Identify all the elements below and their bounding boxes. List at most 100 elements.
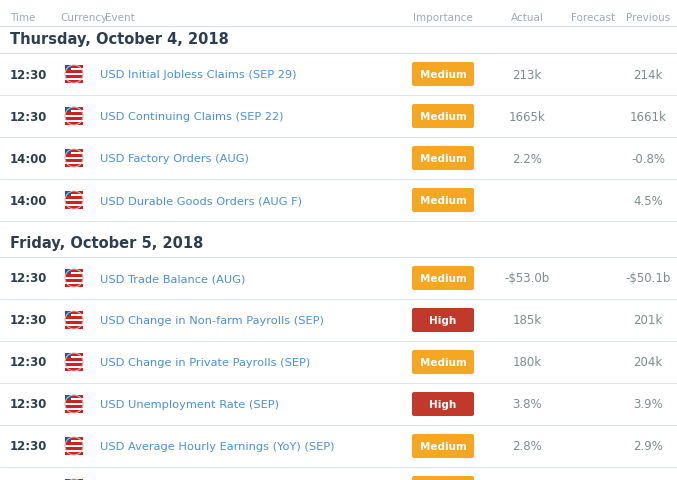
Text: 2.9%: 2.9%	[633, 440, 663, 453]
Bar	[65, 366, 83, 369]
Text: 214k: 214k	[633, 68, 663, 81]
Text: 12:30: 12:30	[10, 397, 47, 411]
Text: Time: Time	[10, 13, 35, 23]
Text: Medium: Medium	[420, 154, 466, 164]
Text: USD Change in Private Payrolls (SEP): USD Change in Private Payrolls (SEP)	[100, 357, 310, 367]
Bar	[65, 110, 83, 113]
Bar	[65, 410, 83, 413]
Bar	[65, 192, 70, 197]
Bar	[65, 353, 83, 356]
Text: 180k: 180k	[512, 356, 542, 369]
Bar	[65, 322, 83, 324]
Text: 12:30: 12:30	[10, 356, 47, 369]
Bar	[65, 73, 83, 76]
Text: 14:00: 14:00	[10, 194, 47, 207]
FancyBboxPatch shape	[412, 63, 474, 87]
Bar	[65, 275, 83, 277]
Bar	[65, 66, 70, 71]
Bar	[65, 155, 83, 157]
Circle shape	[65, 395, 83, 413]
Text: 1665k: 1665k	[508, 110, 546, 123]
Bar	[65, 450, 83, 453]
Text: USD Factory Orders (AUG): USD Factory Orders (AUG)	[100, 154, 249, 164]
Bar	[65, 160, 83, 163]
Text: Event: Event	[105, 13, 135, 23]
FancyBboxPatch shape	[412, 105, 474, 129]
Bar	[65, 108, 83, 110]
Text: 12:30: 12:30	[10, 272, 47, 285]
Text: Medium: Medium	[420, 195, 466, 205]
Bar	[65, 192, 83, 194]
Bar	[65, 157, 83, 160]
Text: -0.8%: -0.8%	[631, 152, 665, 165]
Bar	[65, 356, 83, 359]
Text: 185k: 185k	[512, 314, 542, 327]
Bar	[65, 79, 83, 81]
Circle shape	[65, 66, 83, 84]
Bar	[65, 113, 83, 116]
Bar	[65, 398, 83, 400]
Bar	[65, 71, 83, 73]
Bar	[65, 150, 83, 152]
FancyBboxPatch shape	[412, 434, 474, 458]
Text: USD Initial Jobless Claims (SEP 29): USD Initial Jobless Claims (SEP 29)	[100, 70, 297, 80]
Text: Thursday, October 4, 2018: Thursday, October 4, 2018	[10, 32, 229, 47]
FancyBboxPatch shape	[412, 266, 474, 290]
Bar	[65, 479, 70, 480]
Bar	[65, 324, 83, 327]
Bar	[65, 118, 83, 120]
Bar	[65, 277, 83, 280]
Bar	[65, 369, 83, 371]
FancyBboxPatch shape	[412, 476, 474, 480]
Bar	[65, 406, 83, 408]
Bar	[65, 353, 70, 359]
Bar	[65, 408, 83, 410]
Text: Friday, October 5, 2018: Friday, October 5, 2018	[10, 236, 203, 251]
Text: 2.8%: 2.8%	[512, 440, 542, 453]
Bar	[65, 403, 83, 406]
Text: USD Durable Goods Orders (AUG F): USD Durable Goods Orders (AUG F)	[100, 195, 302, 205]
Bar	[65, 312, 83, 314]
Text: Medium: Medium	[420, 112, 466, 122]
Bar	[65, 316, 83, 319]
Text: Medium: Medium	[420, 357, 466, 367]
Bar	[65, 76, 83, 79]
Text: 12:30: 12:30	[10, 440, 47, 453]
Text: 14:00: 14:00	[10, 152, 47, 165]
FancyBboxPatch shape	[412, 147, 474, 171]
Bar	[65, 120, 83, 123]
Bar	[65, 199, 83, 202]
Bar	[65, 202, 83, 204]
Bar	[65, 108, 70, 113]
Text: USD Unemployment Rate (SEP): USD Unemployment Rate (SEP)	[100, 399, 279, 409]
Text: 3.9%: 3.9%	[633, 397, 663, 411]
Bar	[65, 163, 83, 165]
Text: 4.5%: 4.5%	[633, 194, 663, 207]
Circle shape	[65, 150, 83, 168]
Text: Medium: Medium	[420, 70, 466, 80]
Text: 201k: 201k	[634, 314, 663, 327]
Text: High: High	[429, 315, 456, 325]
FancyBboxPatch shape	[412, 350, 474, 374]
Text: 3.8%: 3.8%	[512, 397, 542, 411]
Text: 12:30: 12:30	[10, 110, 47, 123]
Text: -$53.0b: -$53.0b	[504, 272, 550, 285]
Text: 1661k: 1661k	[630, 110, 666, 123]
Text: 12:30: 12:30	[10, 314, 47, 327]
Bar	[65, 363, 83, 366]
Bar	[65, 395, 70, 400]
Text: Medium: Medium	[420, 441, 466, 451]
Bar	[65, 197, 83, 199]
Bar	[65, 400, 83, 403]
Bar	[65, 207, 83, 210]
Bar	[65, 204, 83, 207]
Text: 213k: 213k	[512, 68, 542, 81]
Bar	[65, 280, 83, 282]
Bar	[65, 445, 83, 447]
Bar	[65, 269, 83, 272]
Bar	[65, 447, 83, 450]
Text: USD Trade Balance (AUG): USD Trade Balance (AUG)	[100, 274, 245, 283]
Text: Forecast: Forecast	[571, 13, 615, 23]
Circle shape	[65, 269, 83, 288]
Text: Previous: Previous	[626, 13, 670, 23]
